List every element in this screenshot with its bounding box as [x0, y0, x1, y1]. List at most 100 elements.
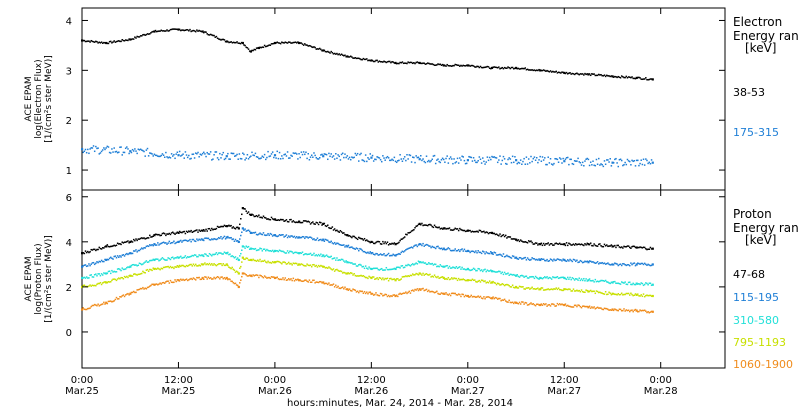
trace-dot-proton-2-255 [390, 268, 392, 271]
trace-dot-electron-1-307 [442, 158, 445, 161]
trace-dot-proton-4-227 [356, 290, 359, 293]
trace-dot-electron-1-467 [631, 159, 633, 162]
trace-dot-proton-2-52 [144, 261, 146, 263]
trace-dot-proton-3-447 [622, 294, 624, 296]
trace-dot-electron-1-276 [406, 153, 408, 156]
trace-dot-proton-2-223 [352, 263, 354, 265]
trace-dot-proton-2-414 [581, 279, 584, 282]
trace-dot-proton-3-102 [205, 263, 207, 266]
trace-dot-electron-0-181 [302, 44, 305, 46]
trace-dot-proton-0-137 [247, 211, 250, 213]
trace-dot-electron-1-67 [160, 154, 163, 157]
trace-dot-proton-1-297 [440, 247, 443, 250]
trace-dot-proton-0-6 [89, 251, 91, 253]
trace-dot-proton-1-273 [411, 247, 414, 249]
trace-dot-electron-1-102 [201, 152, 204, 155]
trace-dot-proton-0-81 [180, 231, 182, 234]
trace-dot-proton-1-377 [537, 259, 539, 261]
trace-dot-proton-4-242 [375, 292, 377, 294]
trace-dot-proton-0-313 [460, 228, 462, 231]
trace-dot-proton-1-11 [95, 262, 97, 265]
trace-dot-proton-4-145 [258, 276, 260, 279]
trace-dot-proton-1-421 [591, 261, 593, 263]
trace-dot-proton-4-316 [463, 295, 466, 298]
trace-dot-electron-0-200 [325, 51, 328, 53]
trace-dot-electron-0-20 [106, 42, 109, 45]
trace-dot-proton-4-110 [214, 277, 216, 280]
trace-dot-electron-1-278 [408, 154, 411, 156]
trace-dot-proton-0-33 [121, 241, 123, 243]
trace-dot-proton-4-410 [577, 304, 579, 306]
trace-dot-electron-1-156 [265, 158, 267, 161]
data-point-electron-0-20 [515, 66, 518, 70]
trace-dot-proton-4-436 [608, 309, 610, 311]
trace-dot-proton-0-105 [208, 227, 211, 230]
data-point-proton-1-15 [394, 254, 397, 257]
data-point-electron-1-3 [225, 155, 228, 158]
trace-dot-proton-2-248 [382, 269, 384, 271]
trace-dot-proton-1-444 [618, 263, 621, 266]
trace-dot-proton-4-402 [568, 305, 570, 308]
trace-dot-proton-4-397 [561, 303, 563, 305]
trace-dot-electron-0-442 [617, 75, 620, 78]
trace-dot-proton-3-256 [391, 278, 393, 281]
trace-dot-electron-1-252 [378, 157, 381, 159]
trace-dot-proton-3-13 [97, 282, 99, 285]
trace-dot-proton-0-320 [469, 229, 471, 232]
trace-dot-proton-4-235 [366, 291, 368, 293]
trace-dot-proton-1-46 [137, 249, 140, 252]
trace-dot-electron-1-357 [501, 159, 504, 162]
trace-dot-proton-2-148 [261, 250, 264, 252]
trace-dot-proton-4-119 [224, 278, 227, 280]
trace-dot-electron-0-439 [614, 75, 616, 78]
trace-dot-proton-4-160 [276, 276, 278, 278]
trace-dot-proton-4-16 [100, 303, 103, 306]
trace-dot-proton-4-129 [236, 284, 239, 287]
trace-dot-electron-1-458 [620, 159, 623, 162]
trace-dot-proton-4-156 [270, 276, 273, 278]
trace-dot-proton-1-7 [90, 263, 92, 265]
trace-dot-proton-4-88 [188, 279, 190, 281]
trace-dot-proton-0-116 [221, 225, 223, 228]
trace-dot-proton-1-9 [92, 261, 95, 264]
trace-dot-proton-4-353 [508, 299, 510, 302]
trace-dot-proton-0-350 [504, 234, 507, 237]
trace-dot-proton-4-424 [594, 307, 597, 310]
trace-dot-electron-0-257 [393, 62, 396, 64]
trace-dot-proton-3-218 [345, 273, 347, 275]
trace-dot-electron-0-83 [182, 29, 184, 31]
data-point-proton-4-12 [322, 281, 325, 284]
trace-dot-proton-2-192 [314, 254, 316, 257]
trace-dot-proton-3-193 [315, 264, 318, 267]
trace-dot-proton-3-235 [366, 276, 368, 279]
trace-dot-proton-3-90 [190, 263, 192, 266]
trace-dot-electron-0-350 [506, 67, 508, 70]
trace-dot-proton-3-261 [398, 279, 400, 282]
trace-dot-proton-2-230 [360, 264, 362, 266]
trace-dot-electron-0-369 [529, 69, 531, 71]
trace-dot-electron-0-133 [243, 44, 245, 46]
trace-dot-electron-1-101 [200, 154, 203, 156]
trace-dot-electron-1-425 [581, 161, 584, 164]
trace-dot-electron-0-178 [299, 42, 301, 44]
trace-dot-proton-3-185 [306, 263, 308, 265]
trace-dot-proton-0-36 [124, 241, 127, 243]
trace-dot-proton-1-454 [630, 262, 632, 264]
trace-dot-proton-1-243 [376, 253, 378, 255]
trace-dot-proton-0-153 [267, 218, 269, 220]
trace-dot-proton-3-419 [588, 290, 591, 293]
data-point-electron-0-24 [611, 75, 614, 78]
trace-dot-proton-0-271 [409, 231, 412, 234]
trace-dot-proton-4-351 [506, 301, 508, 303]
trace-dot-electron-1-117 [219, 152, 221, 155]
trace-dot-proton-0-10 [93, 248, 96, 251]
trace-dot-proton-1-252 [386, 253, 389, 256]
data-point-proton-4-15 [394, 294, 397, 298]
trace-dot-proton-3-407 [573, 290, 576, 292]
trace-dot-proton-1-341 [494, 252, 497, 254]
trace-dot-proton-2-370 [529, 276, 531, 278]
trace-dot-proton-1-212 [338, 243, 340, 246]
trace-dot-electron-1-369 [516, 162, 518, 165]
trace-dot-electron-1-254 [380, 160, 383, 163]
trace-dot-electron-0-155 [270, 43, 273, 45]
